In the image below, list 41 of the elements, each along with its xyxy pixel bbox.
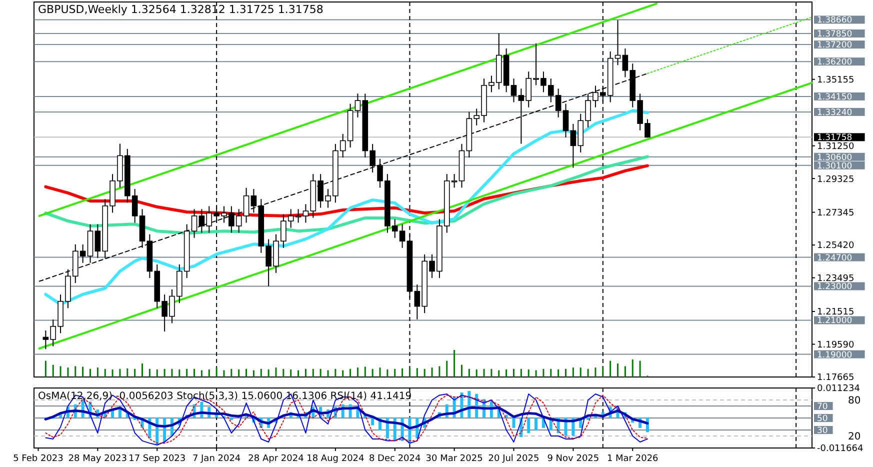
- y-tick-label: 0.011234: [817, 384, 860, 394]
- x-tick-label: 28 Apr 2024: [248, 454, 304, 464]
- y-tick-label: -0.011664: [817, 444, 864, 454]
- x-tick-label: 1 Mar 2026: [606, 454, 659, 464]
- ref-line-label: 1.37200: [817, 40, 852, 51]
- y-tick-label: 1.35155: [817, 76, 854, 86]
- chart-title: GBPUSD,Weekly 1.32564 1.32812 1.31725 1.31758: [38, 3, 324, 16]
- y-tick-label: 1.21515: [817, 308, 854, 318]
- ref-line-label: 1.30100: [817, 161, 852, 172]
- ref-line-label: 1.37850: [817, 29, 852, 40]
- ref-line-label: 1.24700: [817, 253, 852, 264]
- x-tick-label: 9 Nov 2025: [547, 454, 600, 464]
- ref-line-label: 70: [817, 402, 828, 412]
- x-tick-label: 28 May 2023: [68, 454, 128, 464]
- y-tick-label: 1.27345: [817, 208, 854, 218]
- ref-line-label: 1.36200: [817, 58, 852, 68]
- x-tick-label: 17 Sep 2023: [128, 454, 186, 464]
- ref-line-label: 30: [817, 426, 828, 436]
- y-tick-label: 1.23495: [817, 274, 854, 284]
- x-tick-label: 8 Dec 2024: [368, 454, 422, 464]
- ref-line-label: 1.38660: [817, 16, 852, 26]
- ref-line-label: 1.19000: [817, 350, 852, 360]
- x-tick-label: 5 Feb 2023: [13, 454, 64, 464]
- y2-tick-label: 80: [848, 396, 861, 406]
- ref-line-label: 1.30600: [817, 152, 852, 163]
- x-tick-label: 20 Jul 2025: [488, 454, 540, 464]
- y-tick-label: 1.19590: [817, 340, 854, 350]
- ref-line-label: 1.21000: [817, 316, 852, 326]
- y-tick-label: 1.25420: [817, 241, 854, 252]
- ref-line-label: 1.23000: [817, 282, 852, 292]
- y2-tick-label: 20: [848, 432, 861, 442]
- ref-line-label: 50: [817, 414, 828, 424]
- y-tick-label: 1.31250: [817, 142, 854, 152]
- ref-line-label: 1.34150: [817, 92, 852, 102]
- y-tick-label: 1.29325: [817, 174, 854, 185]
- y-tick-label: 1.17665: [817, 373, 854, 384]
- x-tick-label: 30 Mar 2025: [426, 454, 483, 464]
- ref-line-label: 1.33240: [817, 108, 852, 118]
- x-tick-label: 7 Jan 2024: [192, 454, 241, 464]
- x-tick-label: 18 Aug 2024: [306, 454, 365, 464]
- ref-line-label: 1.31758: [817, 133, 852, 144]
